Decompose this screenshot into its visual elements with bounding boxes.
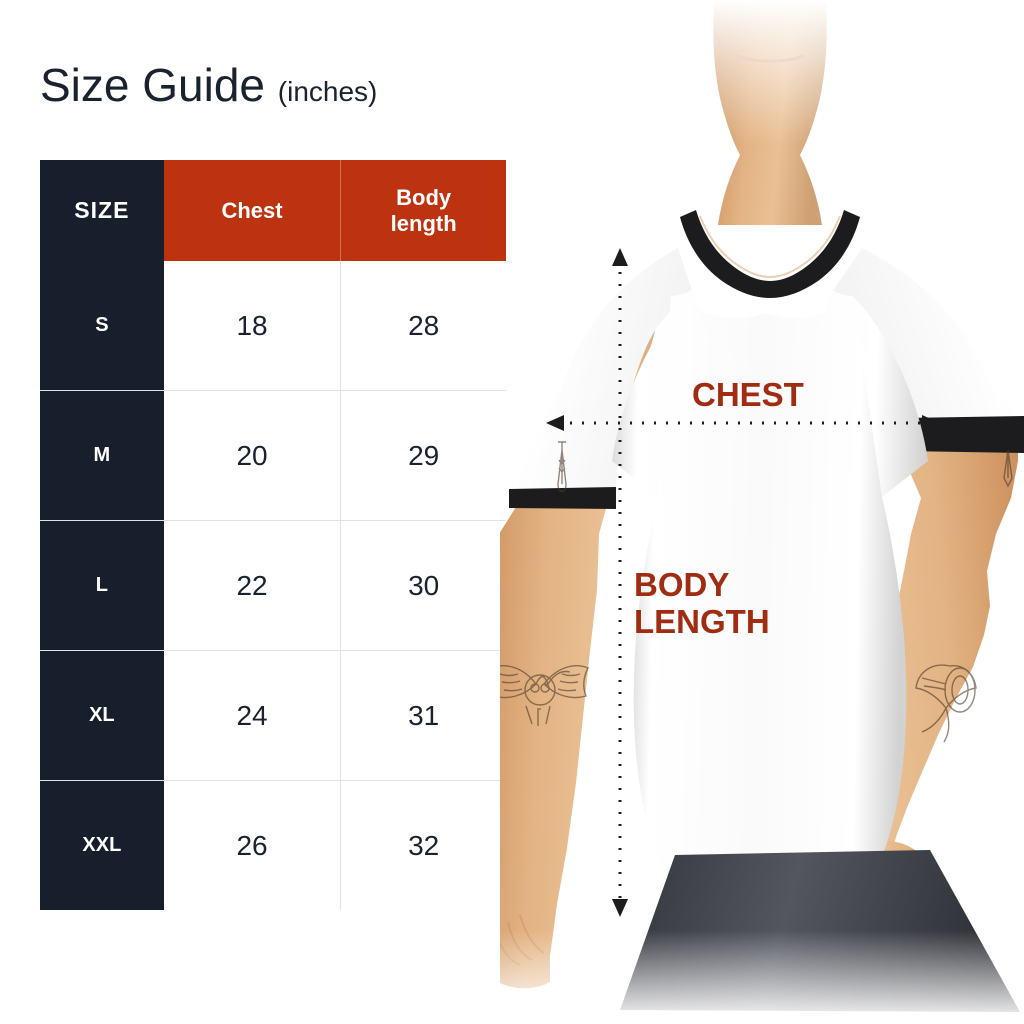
svg-text:BODY: BODY [634,566,729,603]
svg-text:LENGTH: LENGTH [634,603,770,640]
svg-text:CHEST: CHEST [692,376,804,413]
